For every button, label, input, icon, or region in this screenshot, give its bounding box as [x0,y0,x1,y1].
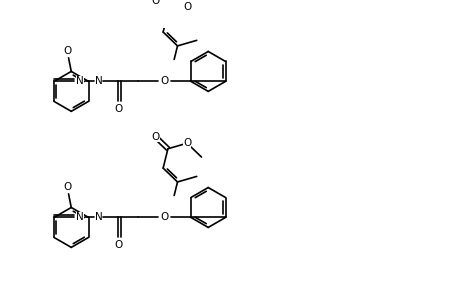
Text: O: O [151,132,159,142]
Text: O: O [63,46,72,56]
Text: O: O [183,2,191,12]
Text: O: O [183,138,191,148]
Text: O: O [63,182,72,192]
Text: N: N [95,212,102,223]
Text: O: O [114,103,122,114]
Text: O: O [114,240,122,250]
Text: N: N [76,76,84,86]
Text: N: N [95,76,102,86]
Text: N: N [76,212,84,223]
Text: O: O [160,212,168,223]
Text: O: O [160,76,168,86]
Text: O: O [151,0,159,6]
